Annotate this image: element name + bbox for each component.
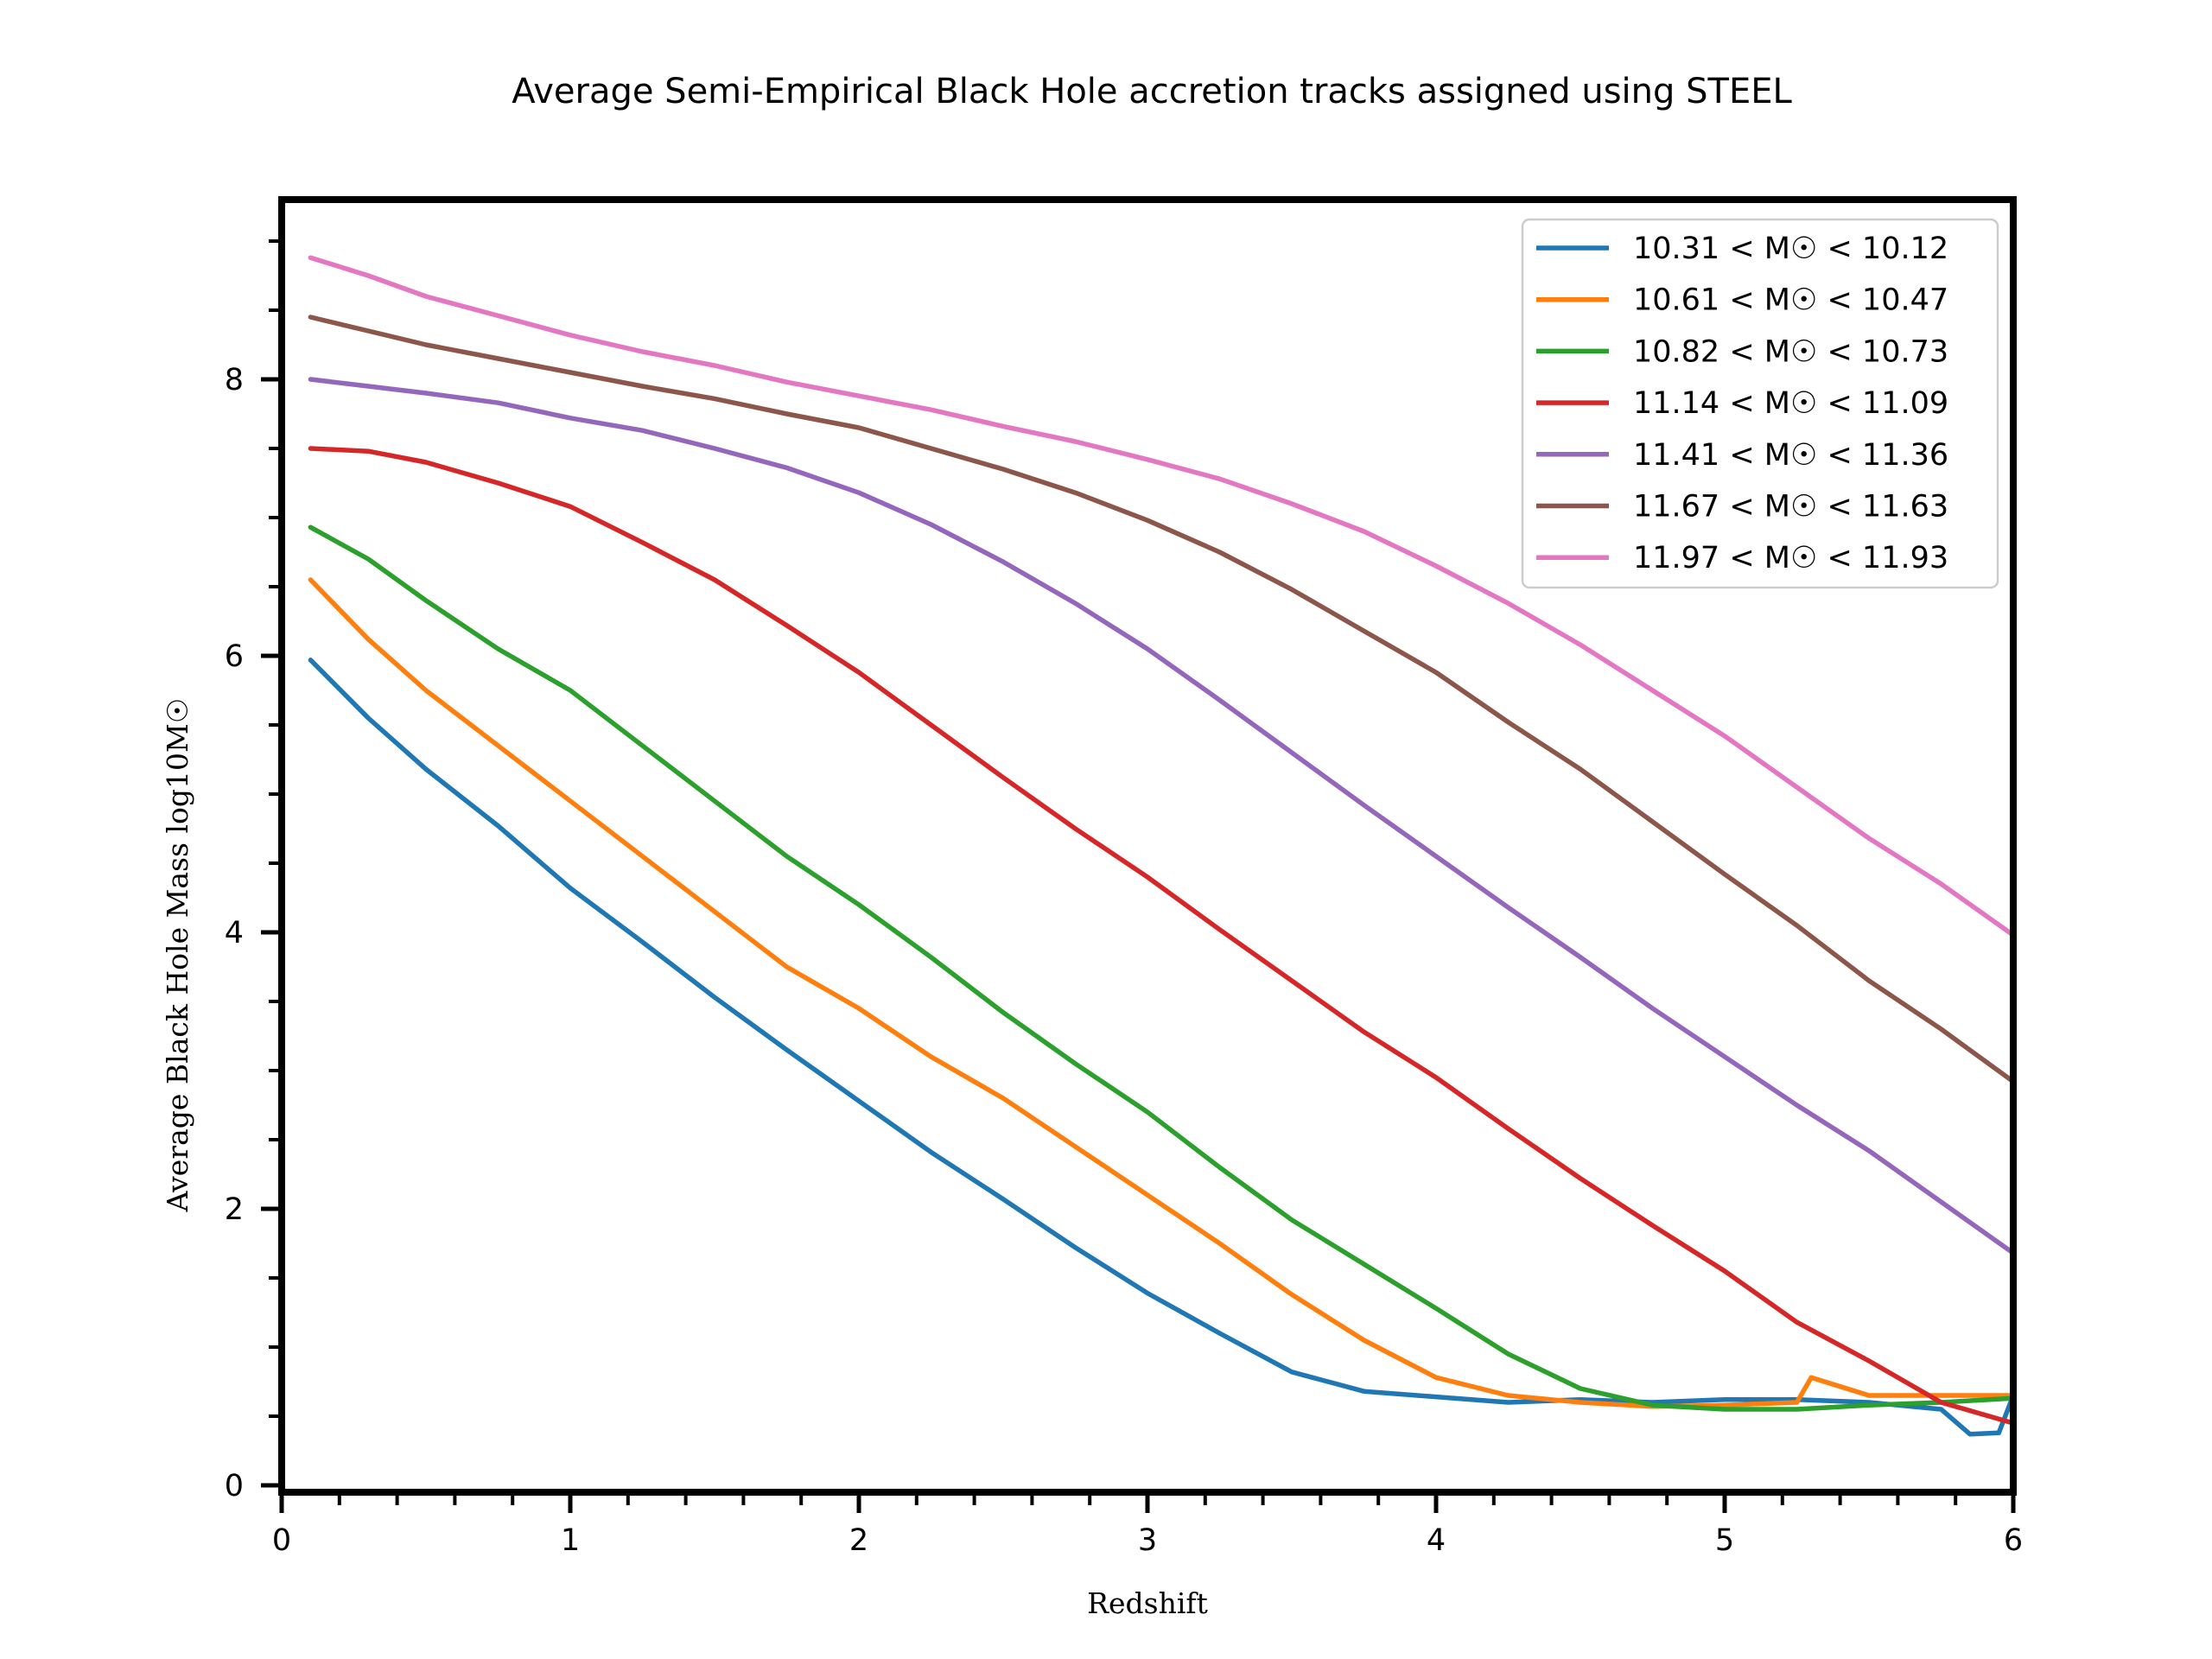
series-line-2 [308,577,2012,1409]
legend-label: 10.82 < M☉ < 10.73 [1633,334,1948,369]
y-tick-label: 8 [225,363,244,397]
x-tick-label: 0 [272,1523,291,1558]
legend-label: 11.14 < M☉ < 11.09 [1633,386,1948,421]
y-tick-label: 4 [225,916,244,950]
x-tick-label: 4 [1427,1523,1446,1558]
series-line-6 [308,315,2012,1084]
x-axis-label: Redshift [1087,1586,1208,1620]
y-axis-ticks: 0 2 4 6 8 [225,239,278,1503]
x-tick-label: 5 [1715,1523,1734,1558]
x-axis-ticks: 0 1 2 3 4 5 6 [272,1496,2023,1558]
legend-box [1521,218,1999,589]
series-line-3 [308,524,2012,1412]
series-line-5 [308,377,2012,1255]
y-tick-label: 6 [225,639,244,674]
x-tick-label: 1 [561,1523,580,1558]
x-tick-label: 2 [849,1523,868,1558]
series-line-4 [308,446,2012,1426]
legend-label: 11.67 < M☉ < 11.63 [1633,490,1948,524]
legend-label: 11.41 < M☉ < 11.36 [1633,438,1948,473]
legend-entries: 10.31 < M☉ < 10.12 10.61 < M☉ < 10.47 10.8… [1536,232,1948,575]
y-tick-label: 0 [225,1469,244,1503]
y-tick-label: 2 [225,1192,244,1227]
series-line-1 [308,658,2012,1437]
legend-label: 10.31 < M☉ < 10.12 [1633,232,1948,266]
series-line-7 [308,255,2012,938]
legend: 10.31 < M☉ < 10.12 10.61 < M☉ < 10.47 10.8… [1521,218,1999,589]
chart-title: Average Semi-Empirical Black Hole accret… [512,72,1792,111]
y-axis-label: Average Black Hole Mass log10M☉ [161,698,194,1213]
legend-label: 11.97 < M☉ < 11.93 [1633,541,1948,575]
plot-frame [278,196,2017,1496]
x-tick-label: 3 [1138,1523,1157,1558]
legend-label: 10.61 < M☉ < 10.47 [1633,283,1948,318]
series-lines [308,255,2012,1437]
x-tick-label: 6 [2004,1523,2023,1558]
